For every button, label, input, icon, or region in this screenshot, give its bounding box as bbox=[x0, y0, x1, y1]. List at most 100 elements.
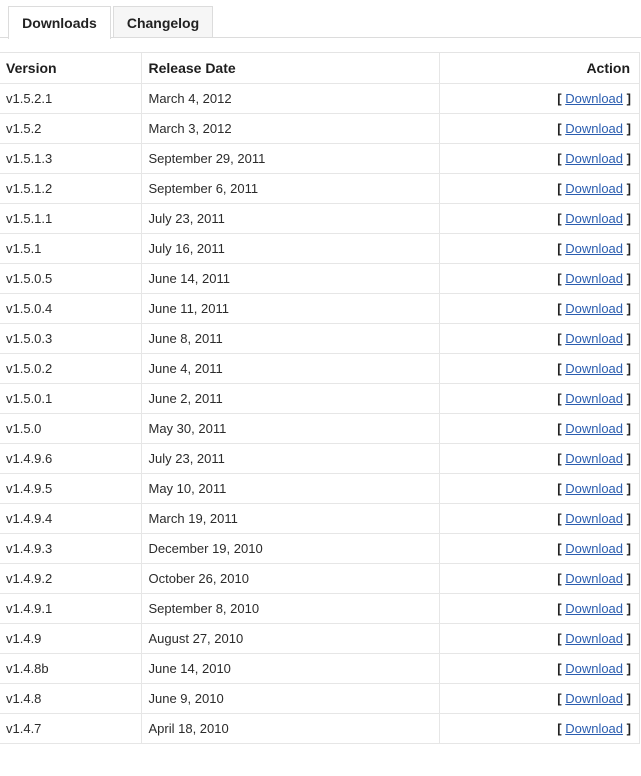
bracket-close: ] bbox=[626, 240, 631, 256]
release-date-cell: September 8, 2010 bbox=[140, 593, 439, 624]
download-link[interactable]: Download bbox=[565, 210, 624, 226]
download-link[interactable]: Download bbox=[565, 600, 624, 616]
download-link[interactable]: Download bbox=[565, 300, 624, 316]
download-link[interactable]: Download bbox=[565, 90, 624, 106]
download-link[interactable]: Download bbox=[565, 480, 624, 496]
action-cell: [ Download ] bbox=[438, 143, 639, 174]
release-date-cell: June 8, 2011 bbox=[140, 323, 439, 354]
bracket-open: [ bbox=[557, 600, 562, 616]
table-row: v1.4.9.6 July 23, 2011[ Download ] bbox=[0, 443, 639, 474]
release-date-cell: September 6, 2011 bbox=[140, 173, 439, 204]
download-link[interactable]: Download bbox=[565, 540, 624, 556]
download-link[interactable]: Download bbox=[565, 330, 624, 346]
version-cell: v1.5.1.3 bbox=[0, 143, 141, 174]
version-cell: v1.5.0.1 bbox=[0, 383, 141, 414]
download-link[interactable]: Download bbox=[565, 270, 624, 286]
version-cell: v1.4.9.5 bbox=[0, 473, 141, 504]
download-link[interactable]: Download bbox=[565, 450, 624, 466]
table-row: v1.5.1.1 July 23, 2011[ Download ] bbox=[0, 203, 639, 234]
bracket-open: [ bbox=[557, 690, 562, 706]
table-row: v1.4.9.4 March 19, 2011[ Download ] bbox=[0, 503, 639, 534]
download-link[interactable]: Download bbox=[565, 360, 624, 376]
download-link[interactable]: Download bbox=[565, 570, 624, 586]
release-date-cell: May 10, 2011 bbox=[140, 473, 439, 504]
table-row: v1.5.0 May 30, 2011[ Download ] bbox=[0, 413, 639, 444]
bracket-close: ] bbox=[626, 330, 631, 346]
action-cell: [ Download ] bbox=[438, 383, 639, 414]
action-cell: [ Download ] bbox=[438, 233, 639, 264]
download-link[interactable]: Download bbox=[565, 630, 624, 646]
action-cell: [ Download ] bbox=[438, 413, 639, 444]
download-link[interactable]: Download bbox=[565, 240, 624, 256]
download-link[interactable]: Download bbox=[565, 420, 624, 436]
action-cell: [ Download ] bbox=[438, 443, 639, 474]
bracket-close: ] bbox=[626, 450, 631, 466]
bracket-close: ] bbox=[626, 720, 631, 736]
download-link[interactable]: Download bbox=[565, 660, 624, 676]
version-cell: v1.5.2.1 bbox=[0, 83, 141, 114]
table-row: v1.5.1.3 September 29, 2011[ Download ] bbox=[0, 143, 639, 174]
version-cell: v1.5.1.2 bbox=[0, 173, 141, 204]
tab-changelog[interactable]: Changelog bbox=[113, 6, 213, 38]
tab-bar: Downloads Changelog bbox=[0, 0, 641, 39]
version-cell: v1.4.9.3 bbox=[0, 533, 141, 564]
action-cell: [ Download ] bbox=[438, 83, 639, 114]
bracket-open: [ bbox=[557, 120, 562, 136]
release-date-cell: June 14, 2010 bbox=[140, 653, 439, 684]
tab-divider bbox=[0, 37, 641, 38]
version-cell: v1.5.0 bbox=[0, 413, 141, 444]
bracket-close: ] bbox=[626, 90, 631, 106]
action-cell: [ Download ] bbox=[438, 263, 639, 294]
action-cell: [ Download ] bbox=[438, 203, 639, 234]
download-link[interactable]: Download bbox=[565, 690, 624, 706]
version-cell: v1.5.1.1 bbox=[0, 203, 141, 234]
action-cell: [ Download ] bbox=[438, 623, 639, 654]
version-cell: v1.5.0.2 bbox=[0, 353, 141, 384]
bracket-open: [ bbox=[557, 180, 562, 196]
bracket-close: ] bbox=[626, 210, 631, 226]
bracket-open: [ bbox=[557, 450, 562, 466]
release-date-cell: May 30, 2011 bbox=[140, 413, 439, 444]
header-release-date: Release Date bbox=[140, 53, 439, 84]
release-date-cell: October 26, 2010 bbox=[140, 563, 439, 594]
table-row: v1.4.8 June 9, 2010[ Download ] bbox=[0, 683, 639, 714]
version-cell: v1.4.8b bbox=[0, 653, 141, 684]
tab-downloads[interactable]: Downloads bbox=[8, 6, 111, 39]
bracket-close: ] bbox=[626, 600, 631, 616]
release-date-cell: June 2, 2011 bbox=[140, 383, 439, 414]
download-link[interactable]: Download bbox=[565, 390, 624, 406]
bracket-open: [ bbox=[557, 240, 562, 256]
downloads-panel: Version Release Date Action v1.5.2.1 Marc… bbox=[0, 52, 640, 744]
download-link[interactable]: Download bbox=[565, 510, 624, 526]
bracket-close: ] bbox=[626, 690, 631, 706]
bracket-close: ] bbox=[626, 180, 631, 196]
header-version: Version bbox=[0, 53, 141, 84]
download-link[interactable]: Download bbox=[565, 120, 624, 136]
release-date-cell: June 14, 2011 bbox=[140, 263, 439, 294]
release-date-cell: June 9, 2010 bbox=[140, 683, 439, 714]
action-cell: [ Download ] bbox=[438, 173, 639, 204]
bracket-close: ] bbox=[626, 510, 631, 526]
bracket-open: [ bbox=[557, 270, 562, 286]
bracket-open: [ bbox=[557, 360, 562, 376]
download-link[interactable]: Download bbox=[565, 720, 624, 736]
version-cell: v1.4.9.2 bbox=[0, 563, 141, 594]
bracket-open: [ bbox=[557, 210, 562, 226]
bracket-open: [ bbox=[557, 540, 562, 556]
table-row: v1.5.0.4 June 11, 2011[ Download ] bbox=[0, 293, 639, 324]
bracket-close: ] bbox=[626, 570, 631, 586]
version-cell: v1.5.1 bbox=[0, 233, 141, 264]
table-row: v1.4.8b June 14, 2010[ Download ] bbox=[0, 653, 639, 684]
download-link[interactable]: Download bbox=[565, 150, 624, 166]
table-row: v1.4.9 August 27, 2010[ Download ] bbox=[0, 623, 639, 654]
bracket-close: ] bbox=[626, 420, 631, 436]
release-date-cell: September 29, 2011 bbox=[140, 143, 439, 174]
bracket-open: [ bbox=[557, 390, 562, 406]
table-row: v1.4.9.1 September 8, 2010[ Download ] bbox=[0, 593, 639, 624]
bracket-open: [ bbox=[557, 720, 562, 736]
release-date-cell: December 19, 2010 bbox=[140, 533, 439, 564]
table-row: v1.4.7 April 18, 2010[ Download ] bbox=[0, 713, 639, 744]
download-link[interactable]: Download bbox=[565, 180, 624, 196]
table-row: v1.5.0.5 June 14, 2011[ Download ] bbox=[0, 263, 639, 294]
action-cell: [ Download ] bbox=[438, 563, 639, 594]
